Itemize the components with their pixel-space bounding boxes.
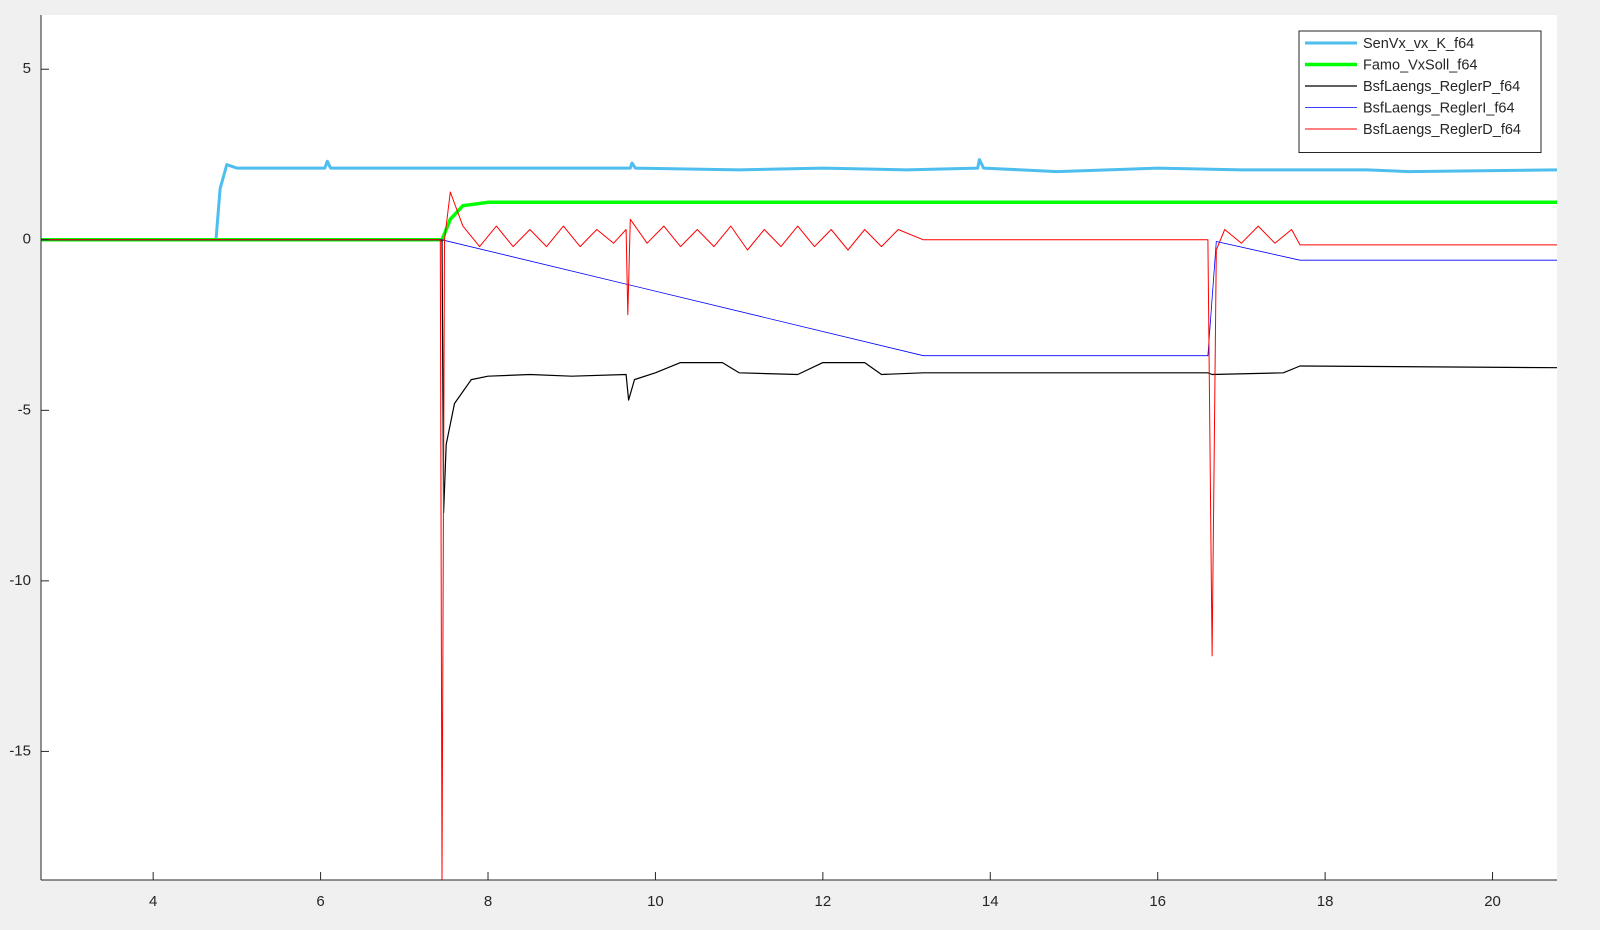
x-tick-label: 12 — [815, 893, 832, 910]
series-line — [41, 239, 1557, 357]
y-tick-label: -5 — [18, 401, 31, 418]
x-tick-label: 10 — [647, 893, 664, 910]
series-line — [41, 191, 1557, 880]
clip-group — [41, 158, 1557, 880]
legend-label: BsfLaengs_ReglerP_f64 — [1363, 79, 1520, 95]
legend-label: Famo_VxSoll_f64 — [1363, 57, 1477, 73]
legend-label: BsfLaengs_ReglerI_f64 — [1363, 100, 1515, 116]
y-tick-label: -15 — [9, 742, 31, 759]
y-tick-label: -10 — [9, 572, 31, 589]
x-tick-label: 18 — [1317, 893, 1334, 910]
plot-area — [41, 15, 1557, 880]
x-tick-label: 6 — [316, 893, 324, 910]
series-line — [41, 239, 1557, 514]
legend-label: SenVx_vx_K_f64 — [1363, 36, 1474, 52]
x-tick-label: 14 — [982, 893, 999, 910]
series-line — [41, 158, 1557, 242]
x-tick-label: 20 — [1484, 893, 1501, 910]
x-tick-label: 8 — [484, 893, 492, 910]
legend-box — [1298, 30, 1542, 153]
x-tick-label: 16 — [1149, 893, 1166, 910]
x-tick-label: 4 — [149, 893, 157, 910]
y-tick-label: 0 — [23, 231, 31, 248]
y-tick-label: 5 — [23, 60, 31, 77]
legend-label: BsfLaengs_ReglerD_f64 — [1363, 122, 1521, 138]
